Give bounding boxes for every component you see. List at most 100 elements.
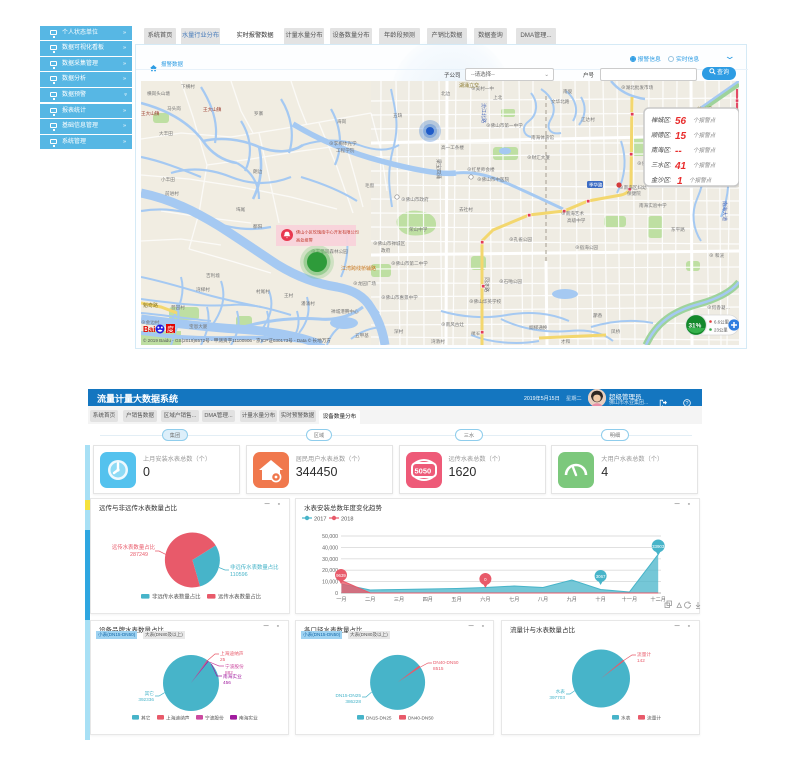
svg-text:吉利墟: 吉利墟 [206, 272, 220, 279]
svg-text:八月: 八月 [538, 596, 548, 603]
svg-text:⊕南风古灶: ⊕南风古灶 [441, 321, 464, 328]
svg-text:六月: 六月 [480, 595, 490, 603]
svg-text:--: -- [675, 146, 682, 157]
svg-text:高级中学: 高级中学 [567, 217, 586, 224]
svg-text:度: 度 [167, 325, 174, 334]
svg-text:23公里: 23公里 [714, 328, 728, 333]
svg-text:九月: 九月 [567, 595, 577, 603]
svg-text:Bai: Bai [143, 325, 155, 334]
svg-text:水表: 水表 [621, 715, 631, 722]
svg-text:20,000: 20,000 [322, 568, 338, 574]
svg-text:个报警点: 个报警点 [693, 132, 717, 139]
svg-text:110596: 110596 [230, 572, 248, 578]
svg-text:湾漖村: 湾漖村 [431, 338, 445, 345]
svg-text:⊕佛山市惠景中学: ⊕佛山市惠景中学 [381, 294, 418, 301]
svg-text:2017: 2017 [314, 517, 326, 523]
svg-text:东平路: 东平路 [671, 226, 685, 233]
svg-text:水表: 水表 [556, 688, 566, 695]
svg-text:非远传水表数量占比: 非远传水表数量占比 [230, 563, 279, 571]
svg-text:宁波股份: 宁波股份 [205, 715, 224, 722]
svg-text:南海实业: 南海实业 [223, 673, 242, 680]
svg-text:四月: 四月 [423, 596, 433, 603]
svg-text:⊕孔雀公园: ⊕孔雀公园 [509, 236, 532, 243]
svg-text:顺德区:: 顺德区: [651, 131, 672, 139]
svg-text:汾江北路: 汾江北路 [480, 103, 487, 123]
svg-text:3067: 3067 [596, 574, 606, 579]
svg-text:宁波股份: 宁波股份 [225, 663, 244, 670]
svg-text:0: 0 [484, 577, 487, 582]
svg-text:40,000: 40,000 [322, 545, 338, 551]
svg-text:罗寨: 罗寨 [254, 110, 264, 117]
svg-text:村尾村: 村尾村 [256, 288, 270, 295]
svg-text:30,000: 30,000 [322, 557, 338, 563]
svg-text:三水区:: 三水区: [651, 161, 672, 169]
svg-text:31%: 31% [689, 323, 702, 330]
svg-text:梁宝四涌: 梁宝四涌 [435, 159, 442, 179]
svg-text:去社村: 去社村 [459, 206, 473, 213]
svg-text:二月: 二月 [365, 596, 375, 603]
svg-text:同济路: 同济路 [483, 277, 490, 292]
svg-text:456: 456 [223, 680, 231, 685]
svg-text:392336: 392336 [138, 697, 154, 702]
svg-text:非远传水表数量占比: 非远传水表数量占比 [152, 593, 201, 601]
svg-text:十二月: 十二月 [650, 595, 666, 603]
svg-text:386228: 386228 [345, 699, 361, 704]
svg-text:马头岗: 马头岗 [167, 105, 181, 112]
svg-text:流量计: 流量计 [647, 715, 661, 722]
svg-text:?: ? [685, 400, 688, 406]
svg-text:毛窗: 毛窗 [365, 182, 375, 189]
svg-text:⊕南海艺术: ⊕南海艺术 [561, 210, 584, 217]
svg-text:南海体育馆: 南海体育馆 [531, 134, 554, 141]
svg-text:上北: 上北 [493, 94, 503, 101]
svg-text:十一月: 十一月 [622, 595, 638, 603]
svg-text:㘵尾: 㘵尾 [236, 206, 246, 213]
svg-text:个报警点: 个报警点 [693, 147, 717, 154]
svg-text:金沙区:: 金沙区: [651, 176, 672, 184]
svg-text:三月: 三月 [394, 596, 404, 603]
svg-text:33903: 33903 [652, 544, 665, 549]
svg-text:DN15-DN25: DN15-DN25 [335, 693, 361, 698]
svg-text:⊕财汇大厦: ⊕财汇大厦 [527, 154, 550, 161]
svg-text:⊕石啪公园: ⊕石啪公园 [499, 278, 522, 285]
svg-text:DN40-DN50: DN40-DN50 [433, 660, 459, 665]
svg-text:𡈼大山镇: 𡈼大山镇 [141, 110, 160, 117]
svg-text:宝恩大厦: 宝恩大厦 [189, 323, 208, 330]
svg-text:五缺: 五缺 [393, 112, 403, 119]
svg-text:一月: 一月 [336, 596, 346, 603]
svg-text:五甲基: 五甲基 [355, 332, 369, 339]
svg-text:五月: 五月 [451, 596, 461, 603]
svg-text:营园村: 营园村 [171, 304, 185, 311]
svg-text:DN40-DN50: DN40-DN50 [408, 716, 434, 721]
svg-text:287249: 287249 [130, 552, 148, 558]
svg-text:56: 56 [675, 116, 687, 127]
svg-text:个报警点: 个报警点 [693, 117, 717, 124]
svg-text:𦰡香: 𦰡香 [593, 312, 603, 319]
svg-text:DN15-DN25: DN15-DN25 [366, 716, 392, 721]
svg-text:海岗: 海岗 [337, 118, 347, 125]
svg-text:⊕佛山市第二中学: ⊕佛山市第二中学 [391, 260, 428, 267]
svg-text:142: 142 [637, 658, 645, 663]
svg-text:个报警点: 个报警点 [693, 162, 717, 169]
svg-text:2018: 2018 [341, 517, 353, 523]
svg-text:深村: 深村 [394, 328, 404, 335]
svg-text:七月: 七月 [509, 595, 519, 603]
svg-text:⊕佛山市中医院: ⊕佛山市中医院 [477, 176, 510, 183]
svg-text:远传水表数量占比: 远传水表数量占比 [112, 543, 156, 551]
svg-text:王村: 王村 [284, 292, 294, 298]
svg-text:魁奇路: 魁奇路 [143, 302, 158, 309]
svg-text:南海大道: 南海大道 [721, 201, 728, 221]
svg-text:纲梯通换: 纲梯通换 [529, 324, 548, 331]
svg-text:流量计: 流量计 [637, 651, 651, 658]
svg-text:⊕宿海公园: ⊕宿海公园 [575, 244, 598, 251]
svg-text:1: 1 [677, 176, 683, 187]
svg-text:⊕佛山华英学校: ⊕佛山华英学校 [469, 298, 502, 305]
svg-text:⊕南海区妇幼: ⊕南海区妇幼 [619, 184, 647, 191]
svg-text:397703: 397703 [549, 695, 565, 700]
svg-text:⊕吴村一中: ⊕吴村一中 [471, 85, 494, 92]
svg-text:⊕ 和洸: ⊕ 和洸 [709, 252, 724, 259]
svg-text:文华北路: 文华北路 [551, 98, 570, 105]
svg-text:⊕湖北批发市场: ⊕湖北批发市场 [621, 84, 654, 91]
svg-text:凤桥: 凤桥 [611, 328, 621, 335]
svg-text:南海实验中学: 南海实验中学 [639, 202, 667, 209]
svg-text:下横村: 下横村 [181, 83, 195, 90]
